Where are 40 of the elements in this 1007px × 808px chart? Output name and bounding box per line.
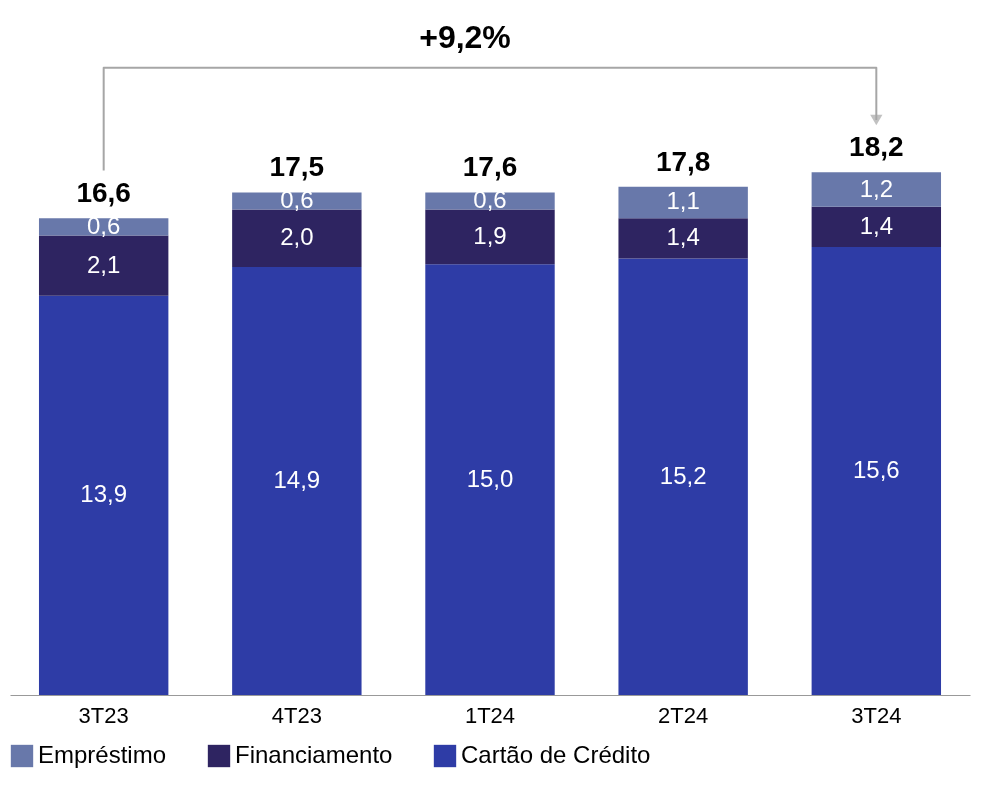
total-label: 17,6: [462, 151, 518, 183]
bar: [618, 218, 748, 259]
bar: [232, 192, 362, 210]
bar: [38, 235, 169, 296]
bar: [811, 206, 942, 247]
data-label: 1,1: [666, 187, 700, 215]
data-label: 13,9: [80, 480, 128, 508]
x-tick-label: 1T24: [464, 702, 516, 728]
legend-label: Cartão de Crédito: [461, 741, 651, 768]
data-label: 15,2: [659, 461, 707, 489]
bar: [618, 186, 748, 219]
bar: [232, 267, 362, 695]
bar: [618, 258, 748, 695]
bar: [425, 192, 555, 210]
text: +9,2%: [419, 18, 511, 55]
data-label: 14,9: [273, 466, 321, 494]
x-tick-label: 2T24: [658, 702, 709, 728]
total-label: 17,5: [269, 151, 325, 183]
legend-label: Financiamento: [235, 741, 393, 768]
x-tick-label: 3T24: [851, 702, 902, 728]
total-label: 17,8: [655, 145, 711, 177]
bar: [811, 246, 942, 695]
x-tick-label: 3T23: [78, 702, 129, 728]
data-label: 15,6: [852, 455, 900, 483]
data-label: 1,9: [473, 221, 507, 249]
data-label: 1,4: [666, 223, 700, 251]
legend-label: Empréstimo: [38, 741, 167, 768]
total-label: 16,6: [76, 177, 131, 209]
bar: [38, 295, 169, 695]
data-label: 1,4: [859, 211, 894, 239]
x-tick-label: 4T23: [271, 702, 322, 728]
bar: [425, 209, 555, 265]
bar: [425, 264, 555, 695]
bar: [232, 209, 362, 268]
data-label: 15,0: [466, 464, 514, 492]
data-label: 1,2: [859, 174, 894, 202]
bar: [811, 172, 942, 207]
data-label: 2,0: [280, 223, 314, 251]
data-label: 2,1: [86, 250, 121, 278]
total-label: 18,2: [849, 131, 904, 163]
